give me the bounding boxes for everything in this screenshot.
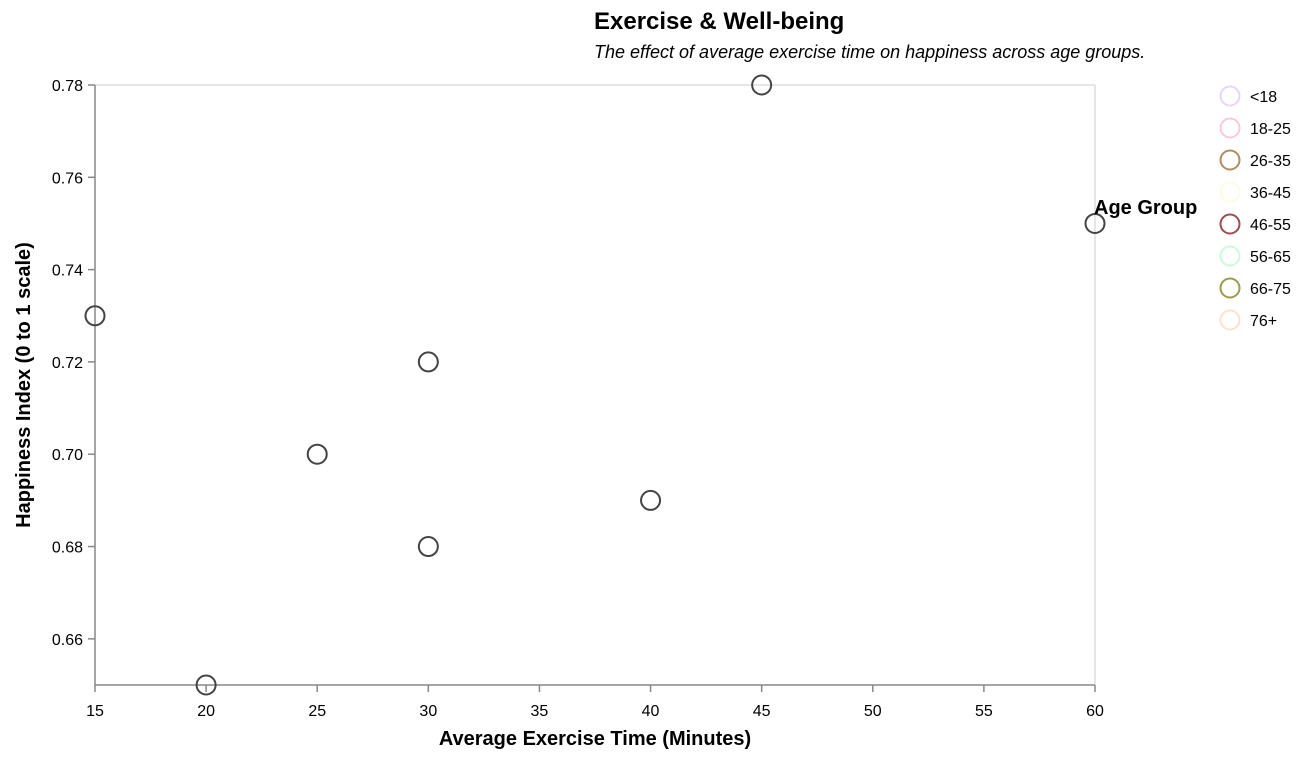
- data-point: [751, 74, 773, 96]
- x-tick-label: 60: [1086, 703, 1104, 720]
- legend-label: 36-45: [1250, 185, 1291, 202]
- y-tick-label: 0.66: [52, 632, 83, 649]
- y-axis-title: Happiness Index (0 to 1 scale): [13, 242, 35, 528]
- y-axis: 0.66 0.68 0.70 0.72 0.74 0.76 0.78: [52, 78, 96, 685]
- legend-title: Age Group: [1094, 197, 1197, 219]
- legend-label: 76+: [1250, 313, 1277, 330]
- x-tick-label: 55: [975, 703, 993, 720]
- legend-label: 46-55: [1250, 217, 1291, 234]
- legend-label: 18-25: [1250, 121, 1291, 138]
- data-point: [306, 443, 328, 465]
- x-tick-label: 30: [419, 703, 437, 720]
- legend-symbol: [1219, 149, 1241, 171]
- chart-subtitle: The effect of average exercise time on h…: [594, 42, 1145, 62]
- chart-title: Exercise & Well-being: [594, 8, 844, 35]
- x-tick-label: 20: [197, 703, 215, 720]
- legend-label: <18: [1250, 89, 1277, 106]
- legend-label: 56-65: [1250, 249, 1291, 266]
- legend: Age Group <18 18-25 26-35 36-45 46-55 56-65 66…: [1094, 85, 1291, 331]
- y-tick-label: 0.74: [52, 263, 83, 280]
- legend-label: 26-35: [1250, 153, 1291, 170]
- x-tick-label: 25: [308, 703, 326, 720]
- x-axis-title: Average Exercise Time (Minutes): [439, 728, 751, 750]
- x-tick-label: 50: [864, 703, 882, 720]
- y-tick-label: 0.68: [52, 540, 83, 557]
- data-point: [84, 305, 106, 327]
- legend-symbol: [1219, 245, 1241, 267]
- x-tick-label: 35: [531, 703, 549, 720]
- x-axis: 15 20 25 30 35 40 45 50 55 60: [86, 684, 1104, 720]
- data-point: [417, 536, 439, 558]
- data-point: [1084, 212, 1106, 234]
- x-tick-label: 45: [753, 703, 771, 720]
- x-tick-label: 15: [86, 703, 104, 720]
- data-point: [640, 489, 662, 511]
- data-point: [195, 674, 217, 696]
- legend-label: 66-75: [1250, 281, 1291, 298]
- y-tick-label: 0.78: [52, 78, 83, 95]
- legend-symbol: [1219, 181, 1241, 203]
- x-tick-label: 40: [642, 703, 660, 720]
- legend-symbol: [1219, 117, 1241, 139]
- data-points: [84, 74, 1106, 696]
- y-tick-label: 0.76: [52, 170, 83, 187]
- y-tick-label: 0.72: [52, 355, 83, 372]
- legend-symbol: [1219, 277, 1241, 299]
- y-tick-label: 0.70: [52, 447, 83, 464]
- legend-symbol: [1219, 85, 1241, 107]
- data-point: [417, 351, 439, 373]
- plot-area: [95, 84, 1096, 685]
- legend-symbol: [1219, 213, 1241, 235]
- legend-symbol: [1219, 309, 1241, 331]
